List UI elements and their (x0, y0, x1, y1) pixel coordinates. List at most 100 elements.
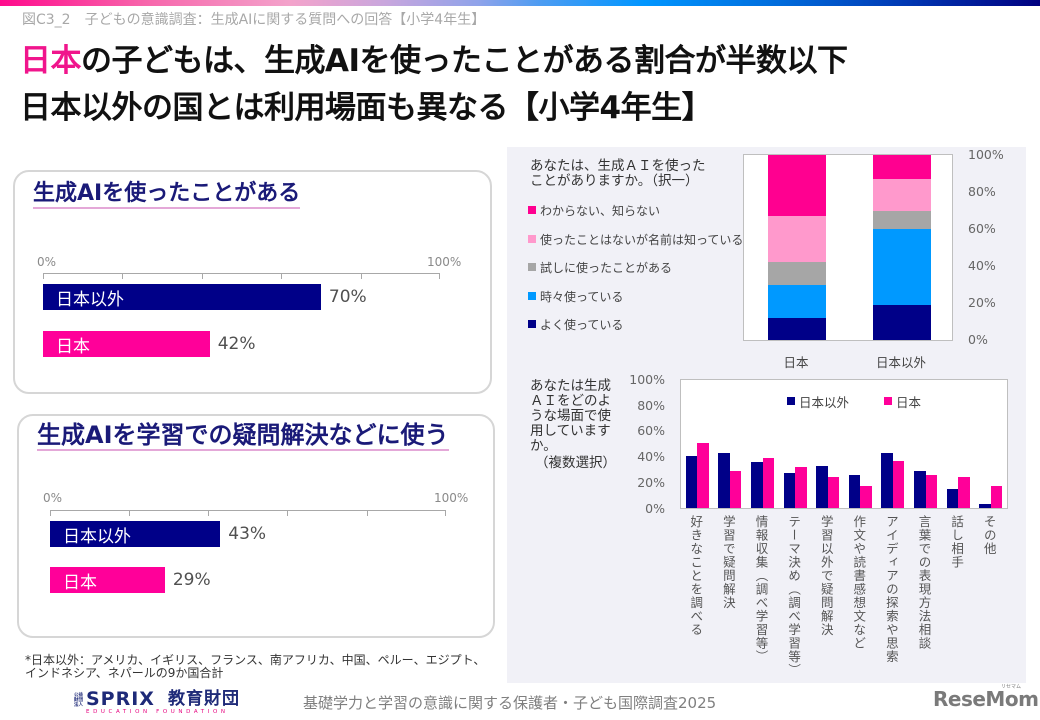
header-gradient-bar (0, 0, 1040, 6)
resemom-logo: リセマム ReseMom. (933, 684, 1040, 712)
axis-tick (122, 273, 123, 279)
grouped-bar (881, 452, 893, 508)
x-axis (43, 273, 440, 279)
y-tick-label: 80% (637, 398, 665, 413)
logo-tagline: EDUCATION FOUNDATION (86, 709, 229, 715)
grouped-bar (685, 455, 698, 508)
bar-overseas: 日本以外 (50, 521, 221, 547)
x-axis-label: 学習以外で疑問解決 (818, 515, 834, 637)
legend-label: 使ったことはないが名前は知っている (540, 232, 744, 247)
bar-row-overseas: 日本以外 43% (50, 521, 266, 547)
grouped-bar (816, 465, 828, 508)
grouped-bar (795, 467, 807, 508)
legend-item-tried: 試しに使ったことがある (528, 259, 672, 275)
legend-swatch (528, 206, 536, 214)
x-axis-label: 言葉での表現方法相談 (916, 515, 932, 650)
y-tick-label: 40% (968, 258, 996, 273)
legend-swatch (528, 292, 536, 300)
stacked-bar-segment (873, 179, 931, 211)
y-tick-label: 20% (637, 475, 665, 490)
y-tick-label: 100% (968, 147, 1004, 162)
axis-tick (445, 510, 446, 516)
stacked-bar-segment (873, 155, 931, 180)
axis-tick (361, 273, 362, 279)
x-axis-label: 情報収集（調べ学習等） (753, 515, 769, 664)
stacked-bar-segment (768, 216, 826, 263)
bar-row-japan: 日本 42% (43, 331, 256, 357)
grouped-bar (827, 477, 840, 508)
grouped-bar (697, 442, 709, 508)
x-label-japan: 日本 (783, 355, 809, 370)
bar-value-label: 43% (228, 524, 267, 544)
x-axis-label: 好きなことを調べる (688, 515, 704, 637)
bar-japan: 日本 (50, 567, 165, 593)
plot-area (681, 380, 1007, 508)
axis-min-label: 0% (43, 491, 63, 505)
footnote-line-2: インドネシア、ネパールの9か国合計 (25, 666, 224, 680)
grouped-bar (729, 470, 742, 508)
y-tick-label: 100% (629, 372, 665, 387)
card-ever-used-ai: 生成AIを使ったことがある 0% 100% 日本以外 70% 日本 42% (13, 170, 492, 394)
grouped-bar (925, 474, 937, 508)
axis-max-label: 100% (434, 491, 469, 505)
legend-swatch (528, 263, 536, 271)
stacked-bar-segment (768, 155, 826, 217)
bar-value-label: 29% (172, 570, 211, 590)
legend-label: 試しに使ったことがある (540, 260, 673, 275)
axis-max-label: 100% (427, 255, 462, 269)
grouped-bar (718, 452, 730, 508)
legend-item-japan: 日本 (884, 393, 922, 410)
grouped-bar (946, 488, 959, 508)
axis-tick (287, 510, 288, 516)
scenes-question-line-5: か。 (530, 438, 557, 454)
legend-swatch (787, 397, 795, 405)
resemom-kana: リセマム (1001, 684, 1022, 690)
axis-min-label: 0% (37, 255, 57, 269)
card-title: 生成AIを使ったことがある (33, 180, 301, 209)
bar-row-japan: 日本 29% (50, 567, 211, 593)
legend-label: わからない、知らない (540, 203, 661, 218)
axis-tick (129, 510, 130, 516)
legend-label: 時々使っている (540, 289, 624, 304)
bar-label: 日本以外 (56, 289, 124, 310)
survey-name: 基礎学力と学習の意識に関する保護者・子ども国際調査2025 (303, 694, 717, 712)
usage-question-line-2: ことがありますか。（択一） (530, 173, 699, 189)
scenes-question-line-6: （複数選択） (535, 455, 616, 471)
grouped-bar (979, 504, 991, 508)
resemom-wordmark: ReseMom. (933, 687, 1040, 711)
bar-value-label: 42% (217, 334, 256, 354)
grouped-bar (990, 486, 1003, 508)
sprix-logo: 公益財団法人 SPRIX 教育財団 EDUCATION FOUNDATION (74, 688, 249, 718)
grouped-bar-chart: 日本以外 日本 (680, 379, 1008, 509)
x-axis-label: 学習で疑問解決 (720, 515, 736, 610)
bar-label: 日本 (56, 336, 90, 357)
legend-swatch (528, 235, 536, 243)
x-axis-label: アイディアの探索や思索 (883, 515, 899, 664)
bar-label: 日本以外 (63, 526, 131, 547)
legend-label: 日本 (896, 394, 922, 410)
grouped-bar (914, 470, 926, 508)
headline-line-1-rest: の子どもは、生成AIを使ったことがある割合が半数以下 (81, 43, 848, 79)
grouped-bar (860, 486, 872, 508)
x-label-overseas: 日本以外 (875, 355, 926, 370)
figure-caption: 図C3_2 子どもの意識調査：生成AIに関する質問への回答【小学4年生】 (22, 12, 486, 28)
y-tick-label: 40% (637, 449, 665, 464)
axis-tick (202, 273, 203, 279)
logo-corp-type: 公益財団法人 (74, 693, 83, 708)
footnote-line-1: *日本以外：アメリカ、イギリス、フランス、南アフリカ、中国、ペルー、エジプト、 (25, 653, 486, 667)
logo-wordmark-jp: 教育財団 (168, 689, 240, 709)
x-axis-label: その他 (981, 515, 997, 556)
grouped-bar (892, 460, 905, 508)
y-tick-label: 80% (968, 184, 996, 199)
bar-label: 日本 (63, 572, 97, 593)
bar-japan: 日本 (43, 331, 210, 357)
logo-wordmark: SPRIX (86, 688, 155, 710)
y-tick-label: 0% (645, 501, 665, 516)
x-axis-label: 作文や読書感想文など (851, 515, 867, 650)
bar-overseas: 日本以外 (43, 284, 321, 310)
legend-label: 日本以外 (799, 394, 850, 410)
grouped-bar (958, 477, 970, 508)
usage-question-line-1: あなたは、生成ＡＩを使った (530, 158, 706, 174)
axis-tick (281, 273, 282, 279)
legend-swatch (884, 397, 892, 405)
